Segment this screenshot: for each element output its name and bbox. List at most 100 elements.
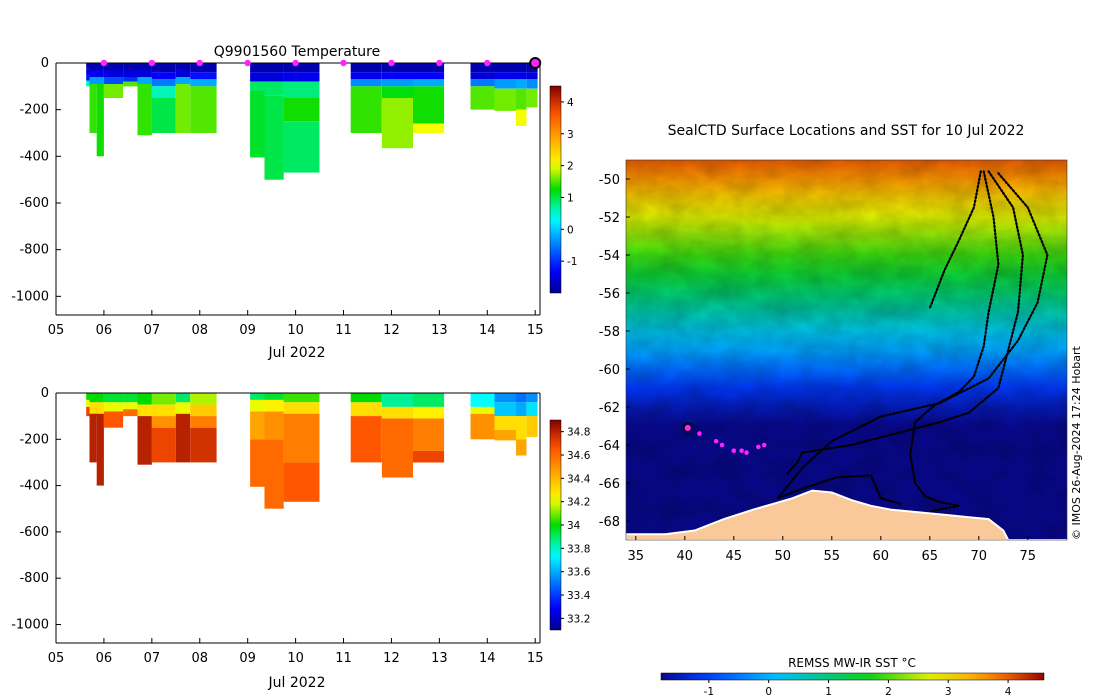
temperature-cell [250, 72, 265, 82]
salinity-cell [526, 393, 538, 403]
temperature-cell [350, 79, 382, 87]
temperature-cell [89, 70, 97, 77]
temperature-colorbar-tick-label: -1 [567, 256, 577, 268]
temperature-cell [89, 84, 97, 133]
temperature-cell [89, 63, 97, 70]
salinity-cell [494, 402, 517, 417]
salinity-cell [283, 402, 320, 414]
salinity-y-tick-label: -200 [19, 432, 49, 447]
profile-marker [388, 59, 395, 67]
temperature-cell [175, 77, 191, 84]
temperature-cell [123, 63, 138, 70]
salinity-y-ticks: 0 -200 -400 -600 -800 -1000 [11, 386, 61, 632]
map-title: SealCTD Surface Locations and SST for 10… [668, 123, 1025, 139]
temperature-cell [413, 72, 445, 80]
salinity-cell [470, 393, 495, 407]
temperature-cell [96, 84, 104, 157]
sst-texture [626, 160, 1067, 540]
temperature-cell [250, 81, 265, 91]
salinity-x-tick-label: 06 [96, 651, 113, 666]
map-y-tick-label: -56 [599, 287, 620, 302]
salinity-x-ticks: 05 06 07 08 09 10 11 12 13 14 15 [48, 638, 543, 666]
temperature-x-tick-label: 07 [144, 323, 161, 338]
map-frame [625, 159, 1068, 541]
salinity-cell [190, 416, 217, 428]
salinity-cell [96, 393, 104, 403]
salinity-cell [175, 413, 191, 463]
temperature-cell [413, 86, 445, 124]
temperature-cell [381, 98, 413, 149]
temperature-colorbar-ticks: -1 0 1 2 3 4 [561, 97, 577, 268]
salinity-cell [350, 402, 382, 417]
temperature-cell [96, 70, 104, 77]
salinity-cell [89, 413, 97, 463]
recent-position-dot [719, 442, 725, 448]
temperature-cell [350, 72, 382, 80]
profile-marker [340, 59, 347, 67]
salinity-cell [250, 439, 265, 487]
temperature-cell [470, 86, 495, 110]
recent-position-dot [731, 448, 737, 454]
salinity-colorbar-tick-label: 34.2 [567, 497, 590, 509]
salinity-x-tick-label: 14 [479, 651, 496, 666]
temperature-x-tick-label: 12 [383, 323, 400, 338]
map-area [626, 160, 1067, 540]
temperature-cell [494, 79, 517, 89]
temperature-section-panel: Q9901560 Temperature 0 -200 -400 -600 -800 -1… [11, 44, 577, 361]
salinity-cell [516, 402, 527, 417]
salinity-cell [413, 393, 445, 407]
temperature-cell [264, 63, 284, 73]
salinity-colorbar-tick-label: 33.6 [567, 567, 591, 579]
credit-label: © IMOS 26-Aug-2024 17:24 Hobart [1070, 346, 1083, 540]
temperature-cell [250, 63, 265, 73]
temperature-cell [137, 63, 152, 70]
current-profile-marker [529, 57, 542, 69]
sst-colorbar-title: REMSS MW-IR SST °C [788, 656, 916, 670]
temperature-cell [151, 72, 176, 80]
salinity-colorbar [549, 419, 562, 631]
salinity-y-tick-label: 0 [41, 386, 49, 401]
temperature-cell [190, 86, 217, 133]
salinity-cell [381, 418, 413, 478]
map-x-tick-label: 65 [922, 549, 939, 564]
salinity-cell [516, 416, 527, 440]
salinity-colorbar-tick-label: 33.8 [567, 543, 590, 555]
temperature-cell [516, 63, 527, 73]
temperature-cell [151, 79, 176, 87]
salinity-x-tick-label: 13 [431, 651, 448, 666]
temperature-cell [151, 98, 176, 133]
current-position-marker [682, 422, 693, 433]
salinity-cell [283, 393, 320, 403]
salinity-cells [86, 393, 538, 509]
temperature-cell [190, 79, 217, 87]
temperature-y-tick-label: -1000 [11, 289, 49, 304]
map-y-tick-label: -50 [599, 173, 620, 188]
salinity-cell [413, 418, 445, 451]
temperature-cell [103, 77, 124, 84]
salinity-cell [137, 393, 152, 405]
profile-marker [436, 59, 443, 67]
salinity-cell [151, 393, 176, 405]
temperature-cell [526, 72, 538, 80]
map-x-tick-label: 50 [775, 549, 792, 564]
temperature-x-tick-label: 13 [431, 323, 448, 338]
salinity-colorbar-ticks: 33.2 33.4 33.6 33.8 34 34.2 34.4 34.6 34.8 [561, 427, 591, 625]
recent-position-dot [744, 450, 749, 455]
salinity-cell [413, 450, 445, 463]
map-y-ticks: -50 -52 -54 -56 -58 -60 -62 -64 -66 -68 [599, 173, 630, 530]
temperature-cell [516, 72, 527, 80]
temperature-cell [470, 79, 495, 87]
salinity-colorbar-tick-label: 34 [567, 520, 581, 532]
salinity-cell [96, 402, 104, 414]
salinity-x-tick-label: 08 [191, 651, 208, 666]
salinity-cell [137, 416, 152, 465]
sst-colorbar-tick-label: 3 [945, 686, 952, 698]
sst-colorbar-panel: REMSS MW-IR SST °C -1 0 1 2 3 4 [660, 656, 1045, 698]
salinity-cell [96, 413, 104, 486]
map-y-tick-label: -54 [599, 249, 620, 264]
temperature-cell [381, 63, 413, 73]
recent-position-dot [713, 438, 719, 444]
temperature-cell [89, 77, 97, 84]
temperature-y-tick-label: 0 [41, 56, 49, 71]
salinity-cell [350, 416, 382, 463]
